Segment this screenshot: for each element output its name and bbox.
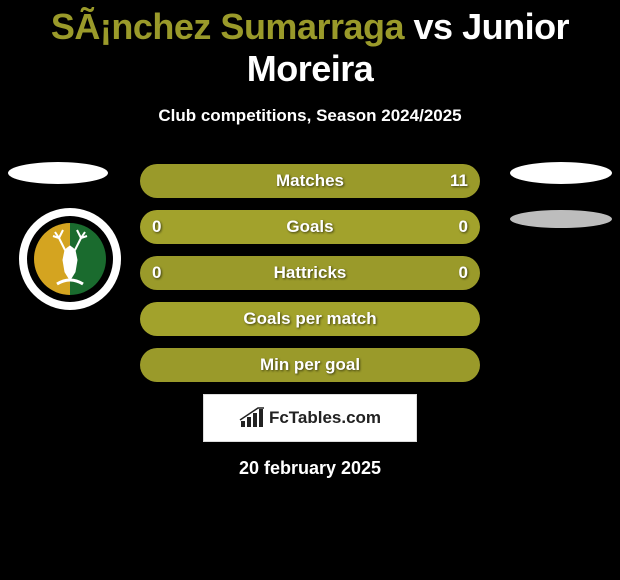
stat-label: Hattricks: [274, 263, 347, 283]
date-line: 20 february 2025: [0, 458, 620, 479]
comparison-widget: SÃ¡nchez Sumarraga vs Junior Moreira Clu…: [0, 0, 620, 580]
stat-value-left: 0: [152, 217, 161, 237]
stat-row: Matches 11: [140, 164, 480, 198]
title-vs: vs: [404, 6, 462, 47]
stat-label: Goals: [286, 217, 333, 237]
club-badge-inner: [27, 216, 113, 302]
brand-name: FcTables.com: [269, 408, 381, 428]
stat-value-right: 0: [459, 263, 468, 283]
title-player1: SÃ¡nchez Sumarraga: [51, 6, 404, 47]
stat-row: Min per goal: [140, 348, 480, 382]
page-title: SÃ¡nchez Sumarraga vs Junior Moreira: [0, 0, 620, 90]
stat-value-left: 0: [152, 263, 161, 283]
stat-rows: Matches 11 0 Goals 0 0 Hattricks 0 Goals per mat…: [140, 164, 480, 382]
brand-box[interactable]: FcTables.com: [203, 394, 417, 442]
stat-label: Matches: [276, 171, 344, 191]
stat-value-right: 0: [459, 217, 468, 237]
stat-label: Goals per match: [243, 309, 376, 329]
player1-avatar-placeholder: [8, 162, 108, 184]
stat-row: Goals per match: [140, 302, 480, 336]
player1-club-badge: [19, 208, 121, 310]
subtitle: Club competitions, Season 2024/2025: [0, 106, 620, 126]
stat-row: 0 Goals 0: [140, 210, 480, 244]
brand-chart-icon: [239, 407, 265, 429]
stat-row: 0 Hattricks 0: [140, 256, 480, 290]
player2-avatar-placeholder: [510, 162, 612, 184]
deer-icon: [27, 216, 113, 302]
stat-value-right: 11: [450, 171, 468, 191]
player2-club-placeholder: [510, 210, 612, 228]
stats-area: Matches 11 0 Goals 0 0 Hattricks 0 Goals per mat…: [0, 164, 620, 382]
stat-label: Min per goal: [260, 355, 360, 375]
